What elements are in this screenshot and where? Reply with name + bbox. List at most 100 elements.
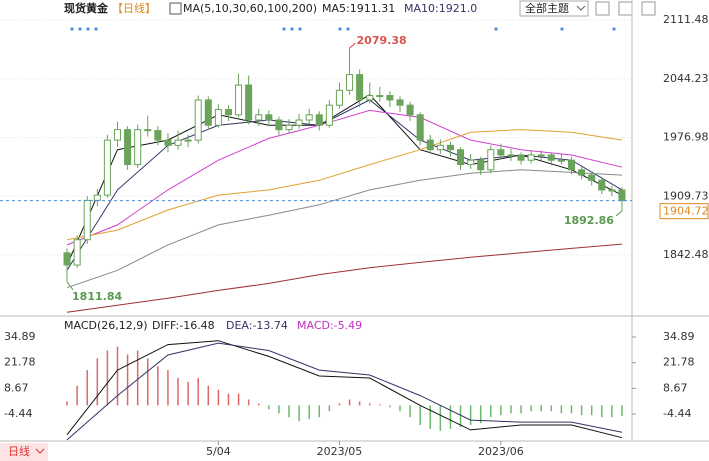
y-tick-label-left: -4.44 — [4, 407, 32, 420]
ma5-label: MA5:1911.31 — [322, 2, 395, 15]
candle-body — [93, 194, 101, 201]
y-tick-label: 21.78 — [663, 356, 695, 369]
candle-body — [366, 95, 374, 101]
candle-body — [275, 119, 283, 131]
candle-body — [154, 130, 162, 141]
dropdown-arrow — [35, 448, 45, 454]
candle-body — [406, 104, 414, 116]
candle-body — [457, 149, 465, 166]
ma-label: MA(5,10,30,60,100,200) — [183, 2, 317, 15]
candle-body — [144, 129, 152, 132]
dropdown-arrow — [576, 5, 586, 11]
y-tick-label-left: 21.78 — [4, 356, 36, 369]
candle-body — [255, 114, 263, 121]
candle-body — [305, 114, 313, 121]
candle-body — [73, 239, 81, 266]
signal-dots — [70, 27, 616, 31]
candle-body — [235, 84, 243, 116]
candle-body — [83, 199, 91, 241]
candle-body — [547, 154, 555, 161]
candle-body — [204, 99, 212, 126]
last-price-box — [659, 203, 709, 220]
candle-body — [103, 139, 111, 196]
candle-body — [376, 95, 384, 98]
candle-body — [517, 154, 525, 161]
diff-label: DIFF:-16.48 — [152, 319, 215, 332]
instrument: 现货黄金 — [64, 1, 109, 15]
ma-line — [66, 109, 623, 246]
y-tick-label: 2044.23 — [663, 72, 709, 85]
candle-body — [285, 124, 293, 131]
dea-label: DEA:-13.74 — [226, 319, 288, 332]
ma-line — [66, 169, 623, 289]
candle-body — [446, 144, 454, 151]
candle-body — [396, 99, 404, 106]
candle-body — [184, 139, 192, 142]
candle-body — [416, 114, 424, 141]
y-tick-label: 1976.98 — [663, 131, 709, 144]
y-tick-label: -4.44 — [663, 407, 691, 420]
low-pointer — [66, 281, 74, 291]
candle-body — [214, 109, 222, 126]
ma-line — [66, 129, 623, 241]
candle-body — [63, 252, 71, 266]
candle-body — [245, 84, 253, 121]
macd-line — [66, 340, 623, 439]
x-tick-label: 2023/06 — [478, 445, 524, 458]
candle-body — [315, 114, 323, 126]
candle-body — [134, 129, 142, 166]
high-pointer — [349, 42, 356, 49]
candle-body — [557, 159, 565, 162]
candle-body — [224, 109, 232, 116]
candle-body — [527, 154, 535, 161]
ma-icon[interactable] — [169, 2, 182, 15]
candle-body — [113, 129, 122, 141]
ma-line — [66, 243, 623, 313]
candle-body — [426, 139, 434, 151]
candle-body — [487, 149, 495, 171]
y-tick-label: 1842.48 — [663, 248, 709, 261]
y-tick-label-left: 34.89 — [4, 330, 36, 343]
y-tick-label: 8.67 — [663, 381, 688, 394]
high-label: 2079.38 — [357, 34, 407, 47]
candle-body — [356, 74, 364, 101]
candle-body — [325, 104, 333, 126]
macd-title: MACD(26,12,9) — [64, 319, 148, 332]
candle-body — [346, 74, 354, 91]
period: 【日线】 — [112, 1, 156, 15]
macd-line — [66, 342, 623, 441]
candle-body — [608, 189, 616, 192]
candle-body — [477, 159, 485, 171]
theme-button[interactable] — [519, 0, 589, 17]
x-tick-label: 5/04 — [206, 445, 231, 458]
candle-body — [537, 154, 545, 157]
x-tick-label: 2023/05 — [317, 445, 363, 458]
y-tick-label: 2111.48 — [663, 13, 709, 26]
candle-body — [335, 89, 343, 106]
last-price-label: 1904.72 — [663, 205, 709, 218]
macd-label: MACD:-5.49 — [297, 319, 362, 332]
y-tick-label-left: 8.67 — [4, 381, 29, 394]
candle-body — [174, 139, 182, 146]
period-tab[interactable] — [0, 443, 48, 461]
zoom-button[interactable] — [641, 1, 656, 16]
candle-body — [618, 189, 626, 202]
low-pointer — [615, 210, 623, 217]
zoom-button[interactable] — [618, 1, 633, 16]
candle-body — [588, 174, 596, 181]
candle-body — [295, 119, 303, 126]
low-label: 1892.86 — [564, 214, 614, 227]
candle-body — [265, 114, 273, 121]
candle-body — [497, 149, 505, 156]
y-tick-label: 1909.73 — [663, 189, 709, 202]
candle-body — [598, 179, 606, 191]
candle-body — [386, 95, 394, 101]
y-tick-label: 34.89 — [663, 330, 695, 343]
theme-button-label[interactable]: 全部主题 — [525, 1, 569, 15]
period-tab-label[interactable]: 日线 — [8, 444, 30, 458]
zoom-button[interactable] — [595, 1, 610, 16]
candle-body — [578, 169, 586, 176]
candle-body — [436, 144, 444, 151]
